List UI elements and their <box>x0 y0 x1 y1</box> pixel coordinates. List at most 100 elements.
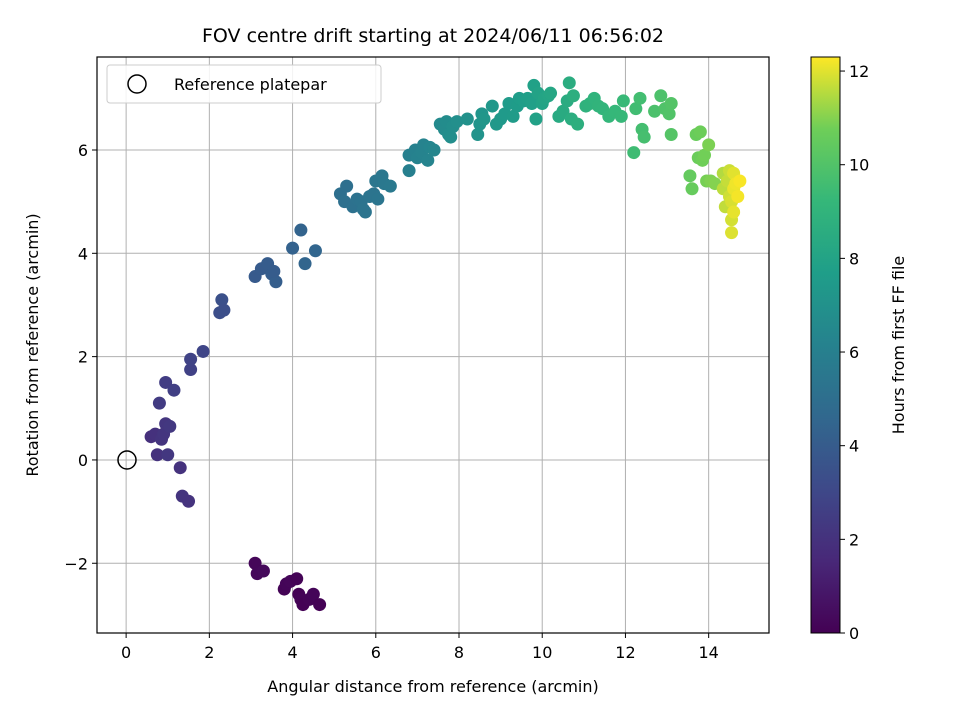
data-point <box>306 587 320 601</box>
reference-platepar-marker <box>117 450 137 470</box>
x-tick-label: 6 <box>371 643 381 662</box>
data-point <box>294 223 308 237</box>
data-point <box>340 179 354 193</box>
data-point <box>308 244 322 258</box>
data-point <box>627 146 641 160</box>
colorbar-tick-label: 6 <box>849 343 859 362</box>
data-point <box>664 96 678 110</box>
data-point <box>477 112 491 126</box>
data-point <box>173 461 187 475</box>
data-point <box>471 127 485 141</box>
colorbar-tick-label: 12 <box>849 62 869 81</box>
data-point <box>562 76 576 90</box>
data-point <box>727 205 741 219</box>
x-tick-label: 0 <box>121 643 131 662</box>
data-point <box>683 169 697 183</box>
data-point <box>167 383 181 397</box>
data-point <box>152 396 166 410</box>
data-point <box>616 94 630 108</box>
x-axis-ticks: 0 2 4 6 8 10 12 14 <box>121 633 719 662</box>
x-tick-label: 14 <box>698 643 718 662</box>
data-point <box>698 148 712 162</box>
data-point <box>702 138 716 152</box>
data-point <box>161 448 175 462</box>
data-point <box>290 572 304 586</box>
legend-label: Reference platepar <box>174 75 327 94</box>
data-point <box>184 352 198 366</box>
x-tick-label: 4 <box>287 643 297 662</box>
data-point <box>421 153 435 167</box>
legend-marker <box>127 74 147 94</box>
colorbar-tick-label: 10 <box>849 156 869 175</box>
data-point <box>506 109 520 123</box>
data-point <box>637 130 651 144</box>
y-tick-label: 6 <box>78 141 88 160</box>
data-point <box>159 375 173 389</box>
data-point <box>163 419 177 433</box>
y-tick-label: 4 <box>78 244 88 263</box>
data-point <box>298 257 312 271</box>
data-point <box>358 205 372 219</box>
data-point <box>248 556 262 570</box>
data-point <box>529 112 543 126</box>
data-point <box>215 293 229 307</box>
data-point <box>267 264 281 278</box>
data-point <box>648 104 662 118</box>
colorbar-tick-label: 8 <box>849 249 859 268</box>
colorbar-label: Hours from first FF file <box>889 256 908 435</box>
chart-title: FOV centre drift starting at 2024/06/11 … <box>202 25 664 47</box>
data-point <box>685 182 699 196</box>
data-point <box>633 91 647 105</box>
data-point <box>217 303 231 317</box>
data-point <box>556 104 570 118</box>
data-point <box>566 89 580 103</box>
data-point <box>182 494 196 508</box>
data-point <box>383 179 397 193</box>
data-point <box>313 598 327 612</box>
data-point <box>286 241 300 255</box>
data-point <box>664 127 678 141</box>
data-point <box>485 99 499 113</box>
data-point <box>662 107 676 121</box>
y-tick-label: 0 <box>78 451 88 470</box>
colorbar-tick-label: 0 <box>849 624 859 643</box>
data-point <box>427 143 441 157</box>
colorbar <box>810 56 841 634</box>
data-point <box>525 96 539 110</box>
data-point <box>654 89 668 103</box>
x-tick-label: 2 <box>204 643 214 662</box>
x-axis-label: Angular distance from reference (arcmin) <box>267 677 598 696</box>
data-point <box>725 226 739 240</box>
data-point <box>450 115 464 129</box>
data-point <box>371 192 385 206</box>
data-point <box>256 564 270 578</box>
x-tick-label: 8 <box>454 643 464 662</box>
data-point <box>544 86 558 100</box>
data-point <box>444 130 458 144</box>
x-tick-label: 10 <box>532 643 552 662</box>
data-point <box>460 112 474 126</box>
colorbar-tick-label: 2 <box>849 530 859 549</box>
y-tick-label: −2 <box>64 554 88 573</box>
data-point <box>731 189 745 203</box>
data-point <box>693 125 707 139</box>
data-point <box>184 363 198 377</box>
y-tick-label: 2 <box>78 348 88 367</box>
data-point <box>614 109 628 123</box>
colorbar-ticks: 0 2 4 6 8 10 12 <box>840 62 869 643</box>
data-point <box>269 275 283 289</box>
legend: Reference platepar <box>106 64 382 104</box>
data-point <box>629 102 643 116</box>
plot-frame <box>96 56 770 634</box>
data-point <box>402 164 416 178</box>
data-point <box>733 174 747 188</box>
data-point <box>571 117 585 131</box>
data-point <box>196 344 210 358</box>
y-axis-label: Rotation from reference (arcmin) <box>23 213 42 476</box>
x-tick-label: 12 <box>615 643 635 662</box>
data-points <box>144 76 747 612</box>
y-axis-ticks: −2 0 2 4 6 <box>64 141 97 573</box>
colorbar-tick-label: 4 <box>849 437 859 456</box>
legend-box <box>106 64 382 104</box>
